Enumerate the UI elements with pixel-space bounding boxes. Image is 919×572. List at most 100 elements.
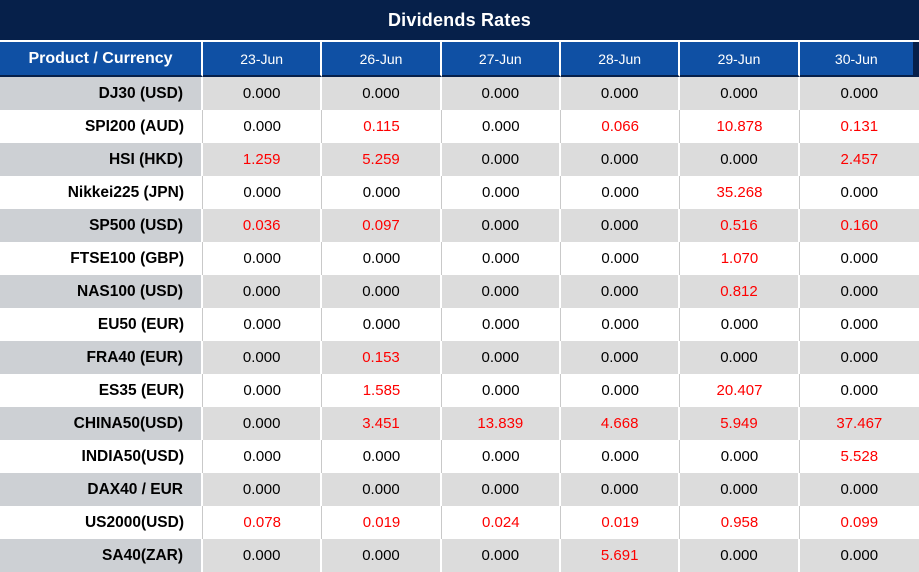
value-cell: 0.000	[680, 539, 800, 572]
value-cell: 3.451	[322, 407, 442, 440]
value-cell: 0.000	[799, 308, 919, 341]
value-cell: 0.000	[322, 308, 442, 341]
value-cell: 13.839	[441, 407, 561, 440]
value-cell: 0.000	[203, 473, 323, 506]
value-cell: 0.000	[441, 473, 561, 506]
value-cell: 0.153	[322, 341, 442, 374]
table-body: DJ30 (USD) 0.000 0.000 0.000 0.000 0.000 0.000…	[0, 77, 919, 572]
table-row: DAX40 / EUR 0.000 0.000 0.000 0.000 0.000 0.00…	[0, 473, 919, 506]
value-cell: 0.019	[322, 506, 442, 539]
value-cell: 0.000	[203, 539, 323, 572]
value-cell: 0.078	[203, 506, 323, 539]
value-cell: 0.000	[560, 77, 681, 110]
product-cell: ES35 (EUR)	[0, 374, 203, 407]
value-cell: 0.000	[441, 374, 561, 407]
value-cell: 0.516	[680, 209, 800, 242]
value-cell: 0.000	[680, 77, 800, 110]
value-cell: 0.036	[203, 209, 323, 242]
product-cell: SP500 (USD)	[0, 209, 203, 242]
table-row: EU50 (EUR) 0.000 0.000 0.000 0.000 0.000 0.000	[0, 308, 919, 341]
table-row: INDIA50(USD) 0.000 0.000 0.000 0.000 0.000 5.5…	[0, 440, 919, 473]
value-cell: 0.000	[799, 374, 919, 407]
table-row: SPI200 (AUD) 0.000 0.115 0.000 0.066 10.878 0.…	[0, 110, 919, 143]
value-cell: 0.000	[680, 143, 800, 176]
product-cell: SPI200 (AUD)	[0, 110, 203, 143]
value-cell: 0.000	[799, 77, 919, 110]
value-cell: 1.070	[680, 242, 800, 275]
value-cell: 0.115	[322, 110, 442, 143]
value-cell: 0.000	[441, 242, 561, 275]
value-cell: 0.000	[799, 242, 919, 275]
value-cell: 0.000	[799, 275, 919, 308]
value-cell: 0.000	[203, 440, 323, 473]
value-cell: 0.000	[441, 341, 561, 374]
value-cell: 0.000	[203, 341, 323, 374]
column-header-product-currency: Product / Currency	[0, 42, 203, 77]
product-cell: US2000(USD)	[0, 506, 203, 539]
column-header-date: 28-Jun	[560, 42, 681, 77]
value-cell: 10.878	[680, 110, 800, 143]
product-cell: DAX40 / EUR	[0, 473, 203, 506]
value-cell: 0.000	[560, 374, 681, 407]
value-cell: 0.000	[203, 407, 323, 440]
column-header-date: 29-Jun	[680, 42, 800, 77]
value-cell: 5.691	[560, 539, 681, 572]
value-cell: 0.000	[680, 341, 800, 374]
table-row: US2000(USD) 0.078 0.019 0.024 0.019 0.958 0.09…	[0, 506, 919, 539]
value-cell: 0.066	[560, 110, 681, 143]
value-cell: 0.000	[560, 176, 681, 209]
value-cell: 0.000	[322, 473, 442, 506]
table-row: FRA40 (EUR) 0.000 0.153 0.000 0.000 0.000 0.00…	[0, 341, 919, 374]
value-cell: 5.259	[322, 143, 442, 176]
table-row: DJ30 (USD) 0.000 0.000 0.000 0.000 0.000 0.000	[0, 77, 919, 110]
value-cell: 0.000	[203, 77, 323, 110]
value-cell: 0.000	[441, 143, 561, 176]
value-cell: 0.000	[203, 374, 323, 407]
value-cell: 0.000	[441, 77, 561, 110]
value-cell: 0.097	[322, 209, 442, 242]
value-cell: 0.000	[322, 242, 442, 275]
value-cell: 35.268	[680, 176, 800, 209]
value-cell: 0.000	[680, 440, 800, 473]
value-cell: 0.000	[560, 275, 681, 308]
product-cell: FRA40 (EUR)	[0, 341, 203, 374]
value-cell: 0.000	[203, 110, 323, 143]
value-cell: 0.099	[799, 506, 919, 539]
table-row: SP500 (USD) 0.036 0.097 0.000 0.000 0.516 0.16…	[0, 209, 919, 242]
value-cell: 0.000	[203, 275, 323, 308]
value-cell: 0.000	[680, 308, 800, 341]
product-cell: NAS100 (USD)	[0, 275, 203, 308]
value-cell: 0.000	[441, 275, 561, 308]
value-cell: 0.000	[560, 209, 681, 242]
value-cell: 0.000	[322, 539, 442, 572]
value-cell: 0.000	[560, 473, 681, 506]
page-title: Dividends Rates	[387, 9, 532, 30]
value-cell: 20.407	[680, 374, 800, 407]
product-cell: EU50 (EUR)	[0, 308, 203, 341]
value-cell: 0.000	[799, 473, 919, 506]
table-row: CHINA50(USD) 0.000 3.451 13.839 4.668 5.949 37…	[0, 407, 919, 440]
value-cell: 1.585	[322, 374, 442, 407]
value-cell: 0.000	[322, 77, 442, 110]
value-cell: 0.000	[799, 539, 919, 572]
value-cell: 0.160	[799, 209, 919, 242]
value-cell: 0.000	[560, 308, 681, 341]
dividends-rates-table: Product / Currency 23-Jun 26-Jun 27-Jun 28-…	[0, 42, 919, 572]
value-cell: 0.131	[799, 110, 919, 143]
product-cell: Nikkei225 (JPN)	[0, 176, 203, 209]
value-cell: 0.000	[441, 308, 561, 341]
value-cell: 5.949	[680, 407, 800, 440]
column-header-date: 30-Jun	[799, 42, 919, 77]
table-row: NAS100 (USD) 0.000 0.000 0.000 0.000 0.812 0.0…	[0, 275, 919, 308]
value-cell: 0.024	[441, 506, 561, 539]
value-cell: 0.000	[441, 176, 561, 209]
value-cell: 0.000	[680, 473, 800, 506]
column-header-date: 27-Jun	[441, 42, 561, 77]
value-cell: 0.000	[560, 143, 681, 176]
value-cell: 2.457	[799, 143, 919, 176]
product-cell: HSI (HKD)	[0, 143, 203, 176]
value-cell: 0.000	[203, 242, 323, 275]
table-row: ES35 (EUR) 0.000 1.585 0.000 0.000 20.407 0.00…	[0, 374, 919, 407]
value-cell: 4.668	[560, 407, 681, 440]
value-cell: 0.000	[799, 176, 919, 209]
